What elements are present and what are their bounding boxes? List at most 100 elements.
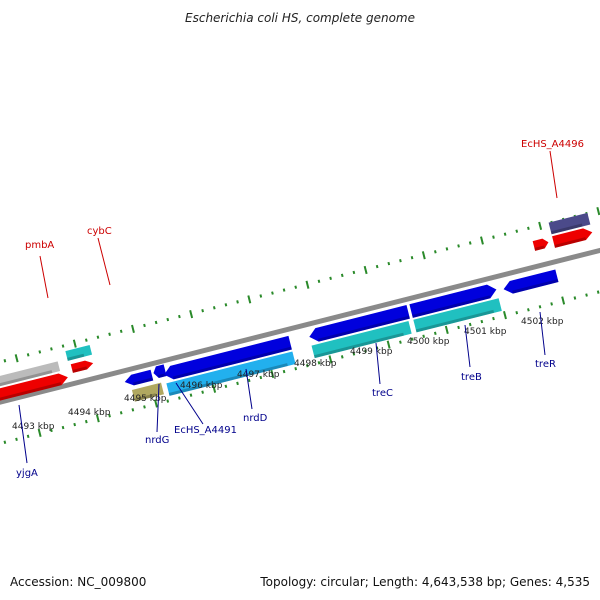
tick-mark [352, 352, 356, 356]
kbp-labels: 4493 kbp 4494 kbp 4495 kbp 4496 kbp 4497… [12, 317, 564, 432]
kbp-label: 4497 kbp [237, 370, 280, 380]
tick-mark [399, 258, 402, 263]
tick-mark [317, 361, 321, 365]
gene-label-nrdG: nrdG [145, 435, 169, 446]
tick-mark [445, 247, 449, 251]
tick-mark [247, 378, 251, 383]
gene-arrow [65, 344, 93, 361]
gene-arrow-shade [313, 332, 404, 359]
kbp-label: 4498 kbp [294, 359, 337, 369]
tick-mark [201, 309, 204, 313]
tick-mark [527, 308, 530, 312]
tick-mark [154, 399, 158, 408]
tick-mark [340, 273, 344, 278]
tick-mark [596, 206, 600, 216]
gene-label-yjgA: yjgA [16, 468, 38, 479]
tick-mark [515, 311, 519, 315]
tick-mark [282, 369, 286, 374]
tick-mark [457, 325, 460, 330]
tick-mark [72, 339, 77, 348]
gene-arrow-shade [0, 382, 62, 404]
kbp-label: 4494 kbp [68, 408, 111, 418]
gene-arrow [503, 269, 559, 294]
kbp-label: 4495 kbp [124, 394, 167, 404]
tick-mark [387, 261, 391, 266]
gene-label-EcHS_A4491: EcHS_A4491 [174, 425, 237, 436]
tick-mark [375, 264, 379, 269]
kbp-label: 4501 kbp [464, 327, 507, 337]
tick-mark [143, 405, 146, 409]
tick-mark [247, 295, 252, 304]
tick-mark [340, 355, 344, 359]
gene-arrow [552, 228, 593, 248]
tick-mark [538, 305, 542, 309]
tick-mark [154, 320, 158, 325]
tick-mark [329, 276, 332, 281]
kbp-label: 4499 kbp [350, 347, 393, 357]
tick-mark [492, 235, 495, 239]
tick-mark [37, 428, 42, 438]
tick-mark [480, 236, 484, 245]
tick-mark [363, 265, 368, 275]
tick-mark [503, 311, 507, 320]
gene-arrow [164, 335, 292, 380]
gene-arrow-shade [412, 295, 491, 318]
tick-mark [585, 293, 588, 297]
gene-arrow-shade [534, 245, 545, 251]
accession-text: Accession: NC_009800 [10, 575, 146, 589]
tick-mark [561, 296, 566, 305]
gene-arrow [124, 369, 154, 386]
tick-mark [468, 322, 472, 327]
tick-mark [410, 337, 414, 341]
tick-mark [480, 319, 484, 324]
gene-arrow [409, 284, 497, 318]
map-title: Escherichia coli HS, complete genome [185, 11, 415, 25]
tick-mark [3, 359, 7, 363]
tick-mark [3, 440, 7, 444]
gene-arrow-shade [72, 366, 88, 373]
tick-mark [108, 332, 111, 336]
tick-mark [270, 369, 275, 379]
tick-mark [328, 355, 333, 364]
tick-mark [596, 290, 600, 294]
tick-mark [38, 350, 42, 354]
gene-arrow [0, 373, 68, 404]
gene-arrow-shade [134, 393, 157, 402]
tick-mark [352, 270, 356, 275]
tick-mark [119, 411, 123, 415]
tick-mark [108, 414, 111, 418]
tick-mark [189, 310, 194, 319]
tick-mark [178, 396, 181, 400]
gene-arrow [413, 298, 502, 333]
tick-mark [61, 344, 65, 348]
tick-mark [166, 317, 170, 322]
kbp-label: 4496 kbp [180, 381, 223, 391]
gene-arrow-shade [550, 223, 583, 235]
genome-backbone [0, 204, 600, 431]
tick-mark [143, 323, 146, 328]
gene-arrow-shade [415, 309, 495, 333]
tick-mark [468, 241, 472, 245]
tick-mark [212, 384, 217, 393]
tick-mark [201, 390, 204, 394]
tick-mark [282, 288, 286, 292]
reverse-gene-labels: yjgA nrdG EcHS_A4491 nrdD treC treB treR [16, 311, 556, 479]
gene-arrow-shade [554, 237, 587, 248]
gene-features [0, 212, 593, 404]
tick-mark [538, 221, 543, 230]
tick-mark [433, 250, 437, 254]
forward-gene-labels: pmbA cybC EcHS_A4496 [25, 139, 584, 299]
tick-mark [26, 353, 30, 357]
tick-mark [386, 340, 391, 349]
kbp-label: 4493 kbp [12, 422, 55, 432]
gene-arrow [70, 360, 94, 373]
tick-mark [515, 229, 519, 233]
tick-mark [84, 338, 88, 342]
gene-arrow [153, 364, 167, 379]
tick-mark [131, 408, 135, 412]
gene-label-nrdD: nrdD [243, 413, 268, 424]
genome-stats-text: Topology: circular; Length: 4,643,538 bp… [259, 575, 590, 589]
tick-mark [15, 437, 18, 441]
tick-mark [224, 384, 228, 389]
tick-mark [305, 280, 310, 289]
